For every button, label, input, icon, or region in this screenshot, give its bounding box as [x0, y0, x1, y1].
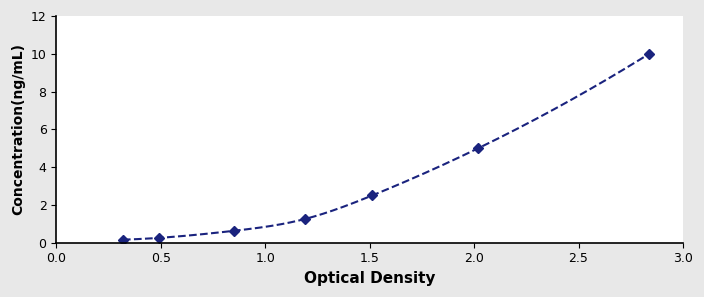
Y-axis label: Concentration(ng/mL): Concentration(ng/mL)	[11, 43, 25, 215]
X-axis label: Optical Density: Optical Density	[304, 271, 435, 286]
